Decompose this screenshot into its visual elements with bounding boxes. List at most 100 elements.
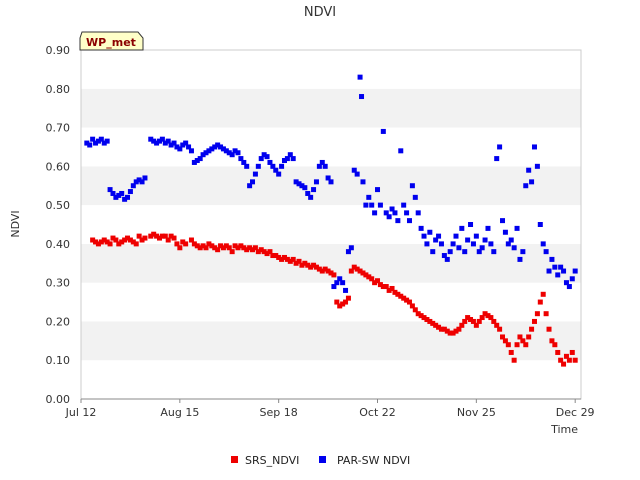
data-point <box>345 249 351 255</box>
data-point <box>299 262 305 268</box>
data-point <box>95 138 101 144</box>
data-point <box>125 194 131 200</box>
data-point <box>296 258 302 264</box>
data-point <box>270 163 276 169</box>
data-point <box>395 291 401 297</box>
data-point <box>526 167 532 173</box>
data-point <box>406 299 412 305</box>
x-tick-label: Aug 15 <box>160 406 199 419</box>
data-point <box>197 245 203 251</box>
data-point <box>244 247 250 253</box>
data-point <box>404 210 410 216</box>
data-point <box>343 299 349 305</box>
data-point <box>302 260 308 266</box>
y-axis-ticks: 0.00 0.10 0.20 0.30 0.40 0.50 0.60 0.70 0.80 0.90 <box>46 44 71 406</box>
data-point <box>264 251 270 257</box>
data-point <box>255 249 261 255</box>
data-point <box>418 313 424 319</box>
data-point <box>206 241 212 247</box>
series-par-sw-ndvi <box>84 74 578 293</box>
data-point <box>180 239 186 245</box>
data-point <box>406 218 412 224</box>
data-point <box>95 241 101 247</box>
data-point <box>267 249 273 255</box>
data-point <box>412 194 418 200</box>
data-point <box>552 264 558 270</box>
data-point <box>436 233 442 239</box>
data-point <box>93 239 99 245</box>
data-point <box>250 179 256 185</box>
y-tick-label: 0.70 <box>46 122 71 135</box>
data-point <box>127 237 133 243</box>
x-tick-label: Jul 12 <box>65 406 97 419</box>
data-point <box>101 237 107 243</box>
data-point <box>491 249 497 255</box>
series-layer <box>84 74 578 367</box>
data-point <box>284 256 290 262</box>
data-point <box>276 171 282 177</box>
legend-swatch-par-sw-ndvi <box>319 456 326 463</box>
data-point <box>549 338 555 344</box>
data-point <box>415 210 421 216</box>
data-point <box>366 274 372 280</box>
data-point <box>281 254 287 260</box>
data-point <box>273 167 279 173</box>
data-point <box>514 225 520 231</box>
x-tick-label: Sep 18 <box>260 406 298 419</box>
data-point <box>270 253 276 259</box>
x-axis-title: Time <box>550 423 578 436</box>
y-tick-label: 0.50 <box>46 199 71 212</box>
data-point <box>293 260 299 266</box>
data-point <box>459 225 465 231</box>
data-point <box>424 317 430 323</box>
data-point <box>377 202 383 208</box>
data-point <box>119 190 125 196</box>
data-point <box>200 243 206 249</box>
data-point <box>561 268 567 274</box>
data-point <box>453 328 459 334</box>
data-point <box>168 233 174 239</box>
data-point <box>244 163 250 169</box>
data-point <box>456 245 462 251</box>
y-tick-label: 0.30 <box>46 277 71 290</box>
data-point <box>229 152 235 158</box>
data-point <box>293 179 299 185</box>
data-point <box>392 289 398 295</box>
data-point <box>537 222 543 227</box>
data-point <box>191 241 197 247</box>
data-point <box>104 239 110 245</box>
data-point <box>549 256 555 262</box>
data-point <box>369 202 375 208</box>
data-point <box>488 241 494 247</box>
data-point <box>276 254 282 260</box>
data-point <box>90 237 96 243</box>
data-point <box>232 148 238 154</box>
data-point <box>84 140 90 146</box>
data-point <box>389 285 395 291</box>
data-point <box>241 159 247 165</box>
data-point <box>462 249 468 255</box>
data-point <box>311 262 317 268</box>
data-point <box>287 152 293 158</box>
site-tag: WP_met <box>79 31 144 51</box>
data-point <box>351 264 357 270</box>
chart-title: NDVI <box>304 5 336 20</box>
data-point <box>209 146 215 152</box>
y-tick-label: 0.80 <box>46 83 71 96</box>
data-point <box>252 171 258 177</box>
data-point <box>316 163 322 169</box>
data-point <box>340 301 346 307</box>
data-point <box>90 136 96 142</box>
data-point <box>151 231 157 237</box>
data-point <box>482 237 488 243</box>
data-point <box>287 258 293 264</box>
data-point <box>159 136 165 142</box>
data-point <box>447 330 453 336</box>
data-point <box>447 249 453 255</box>
data-point <box>203 150 209 156</box>
data-point <box>386 214 392 220</box>
data-point <box>325 268 331 274</box>
data-point <box>438 241 444 247</box>
data-point <box>561 361 567 367</box>
data-point <box>232 243 238 249</box>
